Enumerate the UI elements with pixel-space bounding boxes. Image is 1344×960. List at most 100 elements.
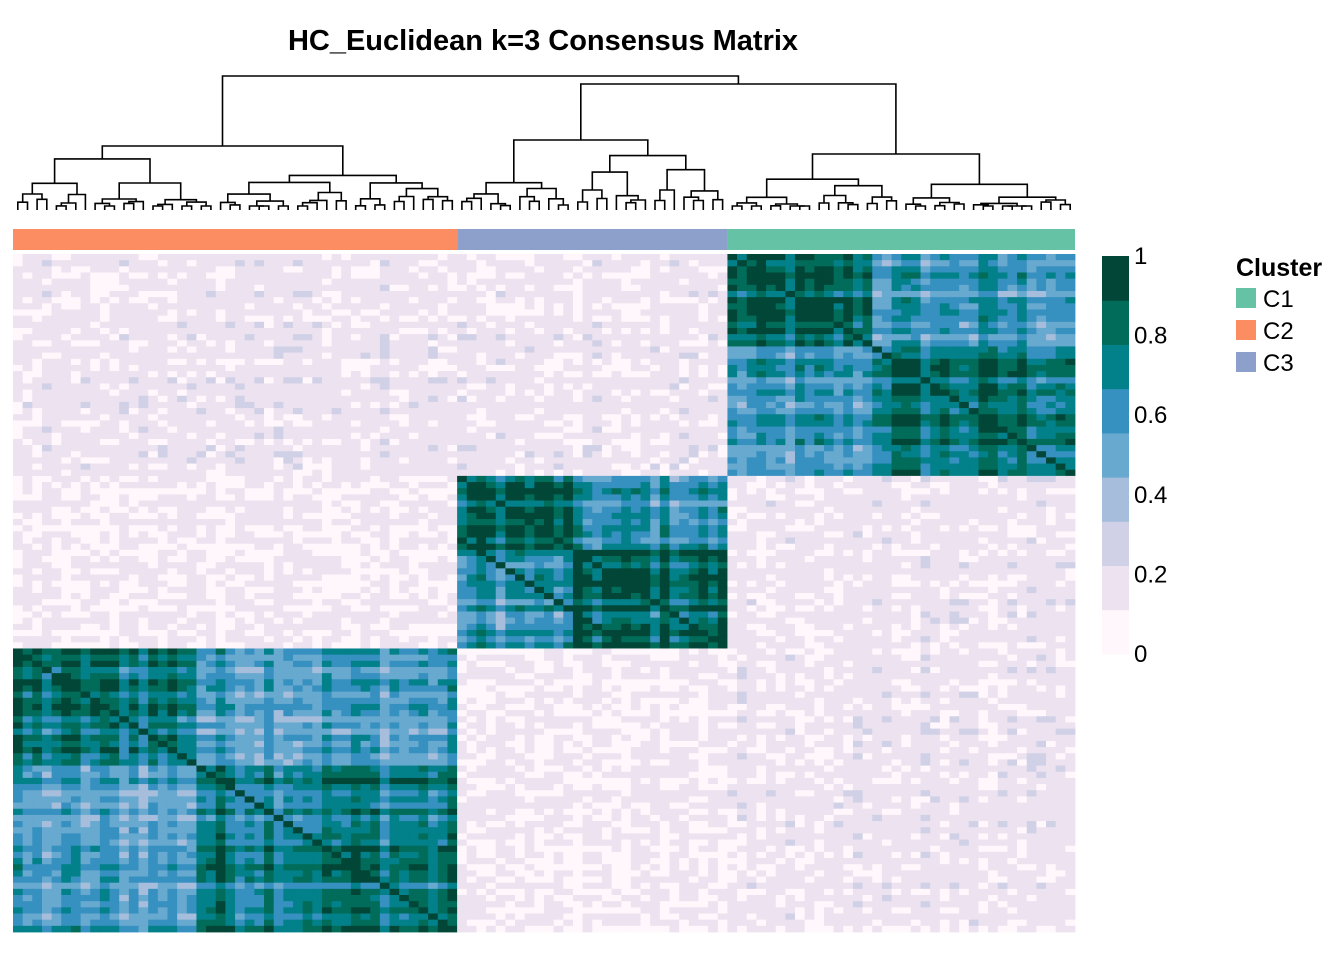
heatmap-cell <box>215 414 226 421</box>
heatmap-cell <box>186 506 197 514</box>
heatmap-cell <box>572 272 584 280</box>
heatmap-cell <box>235 408 246 415</box>
heatmap-cell <box>891 506 902 514</box>
heatmap-cell <box>321 494 332 501</box>
heatmap-cell <box>997 284 1008 292</box>
heatmap-cell <box>157 395 168 403</box>
heatmap-cell <box>785 364 796 372</box>
heatmap-cell <box>1055 389 1066 397</box>
heatmap-cell <box>852 309 863 317</box>
heatmap-cell <box>553 451 564 458</box>
heatmap-cell <box>688 463 699 471</box>
heatmap-cell <box>1017 254 1028 261</box>
heatmap-cell <box>833 364 844 372</box>
heatmap-cell <box>621 297 632 304</box>
heatmap-cell <box>891 327 902 335</box>
heatmap-cell <box>128 266 139 273</box>
heatmap-cell <box>13 321 24 329</box>
heatmap-cell <box>225 383 236 390</box>
heatmap-cell <box>109 389 120 397</box>
heatmap-cell <box>804 358 815 366</box>
dendrogram-branch <box>103 205 116 210</box>
heatmap-cell <box>157 408 168 415</box>
heatmap-cell <box>592 309 603 317</box>
heatmap-cell <box>408 377 419 384</box>
heatmap-cell <box>177 272 188 280</box>
heatmap-cell <box>283 451 294 458</box>
heatmap-cell <box>370 340 381 347</box>
heatmap-cell <box>688 383 699 390</box>
heatmap-cell <box>1055 445 1066 452</box>
heatmap-cell <box>408 364 419 372</box>
heatmap-cell <box>312 463 323 471</box>
heatmap-cell <box>495 260 506 267</box>
heatmap-cell <box>495 364 506 372</box>
heatmap-cell <box>379 488 390 495</box>
annotation-segment-c1 <box>727 229 1075 250</box>
heatmap-cell <box>350 364 361 372</box>
heatmap-cell <box>119 260 130 267</box>
heatmap-cell <box>814 377 825 384</box>
heatmap-cell <box>418 352 429 360</box>
heatmap-cell <box>196 290 207 298</box>
heatmap-cell <box>119 297 130 304</box>
heatmap-cell <box>22 389 33 397</box>
heatmap-cell <box>292 457 304 464</box>
heatmap-cell <box>997 463 1008 471</box>
heatmap-cell <box>679 457 690 464</box>
heatmap-cell <box>206 488 217 495</box>
heatmap-cell <box>379 340 390 347</box>
heatmap-cell <box>428 445 439 452</box>
heatmap-cell <box>650 469 661 477</box>
heatmap-cell <box>379 272 390 280</box>
heatmap-cell <box>225 438 236 446</box>
heatmap-cell <box>321 432 332 440</box>
heatmap-cell <box>572 519 584 526</box>
heatmap-cell <box>814 475 825 483</box>
heatmap-cell <box>254 494 265 501</box>
heatmap-cell <box>370 432 381 440</box>
heatmap-cell <box>621 469 632 477</box>
heatmap-cell <box>553 463 564 471</box>
heatmap-cell <box>235 420 246 427</box>
heatmap-cell <box>968 408 979 415</box>
heatmap-cell <box>563 401 574 409</box>
heatmap-cell <box>997 395 1008 403</box>
heatmap-cell <box>795 500 806 508</box>
heatmap-cell <box>746 389 757 397</box>
heatmap-cell <box>90 315 101 323</box>
heatmap-cell <box>418 260 429 267</box>
heatmap-cell <box>1026 266 1037 273</box>
heatmap-cell <box>90 371 101 378</box>
heatmap-cell <box>862 438 873 446</box>
heatmap-cell <box>534 321 545 329</box>
heatmap-cell <box>225 340 236 347</box>
heatmap-cell <box>399 512 410 520</box>
heatmap-cell <box>138 438 149 446</box>
heatmap-cell <box>679 451 690 458</box>
heatmap-cell <box>244 284 255 292</box>
heatmap-cell <box>1017 383 1028 390</box>
heatmap-cell <box>746 254 757 261</box>
heatmap-cell <box>766 482 777 489</box>
heatmap-cell <box>920 414 931 421</box>
heatmap-cell <box>235 475 246 483</box>
heatmap-cell <box>785 451 796 458</box>
heatmap-cell <box>650 451 661 458</box>
heatmap-cell <box>592 272 603 280</box>
heatmap-cell <box>930 506 941 514</box>
heatmap-cell <box>360 383 371 390</box>
heatmap-cell <box>312 260 323 267</box>
heatmap-cell <box>341 284 352 292</box>
heatmap-cell <box>766 438 777 446</box>
heatmap-cell <box>437 327 448 335</box>
heatmap-cell <box>138 371 149 378</box>
heatmap-cell <box>515 309 526 317</box>
heatmap-cell <box>563 519 574 526</box>
heatmap-cell <box>99 290 110 298</box>
heatmap-cell <box>746 457 757 464</box>
heatmap-cell <box>959 482 970 489</box>
heatmap-cell <box>51 377 62 384</box>
heatmap-cell <box>968 334 979 341</box>
heatmap-cell <box>988 278 999 286</box>
